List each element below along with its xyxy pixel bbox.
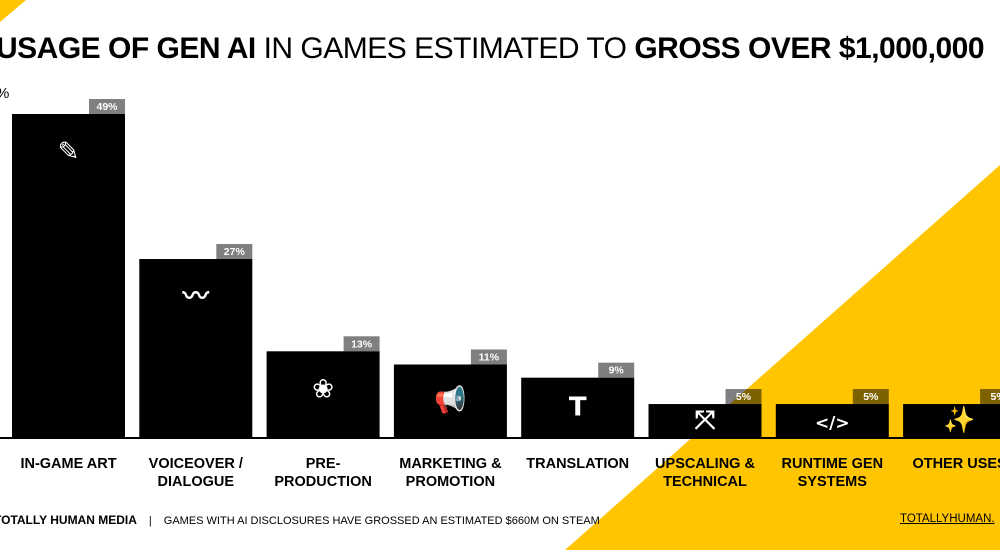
value-label-bg	[598, 362, 635, 378]
category-label-line: SYSTEMS	[797, 474, 867, 490]
value-label-bg	[216, 244, 253, 260]
value-label-bg	[89, 99, 125, 114]
bar	[521, 377, 635, 437]
bar	[775, 404, 889, 437]
diagonal-accent	[565, 165, 1000, 550]
category-label-line: RUNTIME GEN	[781, 456, 884, 472]
value-label-bg	[852, 389, 889, 405]
value-label-bg	[343, 336, 380, 352]
expand-arrows-icon: ⤧	[695, 406, 716, 436]
title-bold-1: USAGE OF GEN AI	[0, 32, 256, 65]
value-label: 49%	[96, 101, 118, 113]
category-label: RUNTIME GEN SYSTEMS	[762, 455, 902, 491]
category-label-line: IN-GAME ART	[20, 456, 117, 472]
value-label-bg	[725, 389, 762, 405]
category-label-line: UPSCALING &	[655, 456, 755, 472]
category-label-line: MARKETING &	[399, 456, 502, 472]
category-label: UPSCALING & TECHNICAL	[635, 455, 775, 491]
text-t-icon: T	[569, 392, 587, 422]
value-label: 11%	[479, 351, 500, 363]
bar	[903, 404, 1000, 437]
category-label-line: PRODUCTION	[274, 474, 372, 490]
megaphone-icon: 📢	[434, 385, 466, 416]
bar	[139, 259, 253, 437]
footer-separator: |	[148, 515, 152, 527]
category-label-line: PRE-	[305, 456, 341, 472]
value-label: 5%	[991, 391, 1000, 403]
value-label: 9%	[609, 365, 625, 377]
category-label-line: PROMOTION	[405, 474, 496, 490]
y-axis-label: %	[0, 85, 9, 102]
value-label: 27%	[224, 246, 246, 258]
category-label: MARKETING & PROMOTION	[380, 455, 520, 491]
website-link[interactable]: TOTALLYHUMAN.	[900, 513, 995, 525]
category-label: OTHER USES	[890, 455, 1000, 473]
value-label: 5%	[863, 391, 879, 403]
category-label-line: TRANSLATION	[526, 456, 630, 472]
corner-accent	[0, 0, 26, 22]
category-label-line: TECHNICAL	[663, 474, 747, 490]
pencil-brush-icon: ✎	[58, 137, 80, 167]
category-label-line: VOICEOVER /	[148, 456, 243, 472]
category-label: VOICEOVER / DIALOGUE	[126, 455, 266, 491]
page-title: USAGE OF GEN AI IN GAMES ESTIMATED TO GR…	[0, 32, 985, 66]
bar	[12, 114, 125, 437]
bar	[393, 364, 507, 437]
value-label: 5%	[736, 391, 752, 403]
category-label: IN-GAME ART	[0, 455, 139, 473]
footer-brand: TOTALLY HUMAN MEDIA	[0, 513, 137, 527]
code-icon: </>	[815, 414, 850, 434]
title-bold-2: GROSS OVER $1,000,000	[634, 32, 985, 65]
title-light: IN GAMES ESTIMATED TO	[255, 32, 635, 65]
category-label: PRE- PRODUCTION	[253, 455, 393, 491]
bar	[648, 404, 762, 437]
value-label-bg	[470, 349, 507, 365]
sound-wave-icon: 〰	[182, 282, 210, 312]
category-label: TRANSLATION	[508, 455, 648, 473]
brain-icon: ❀	[312, 374, 334, 404]
bar	[266, 351, 380, 437]
category-label-line: DIALOGUE	[157, 474, 235, 490]
magic-wand-icon: ✨	[943, 406, 975, 436]
category-label-line: OTHER USES	[912, 456, 1000, 472]
value-label-bg	[980, 389, 1000, 405]
footer-note: GAMES WITH AI DISCLOSURES HAVE GROSSED A…	[163, 515, 600, 527]
footer: TOTALLY HUMAN MEDIA | GAMES WITH AI DISCLO…	[0, 513, 600, 527]
value-label: 13%	[351, 338, 373, 350]
